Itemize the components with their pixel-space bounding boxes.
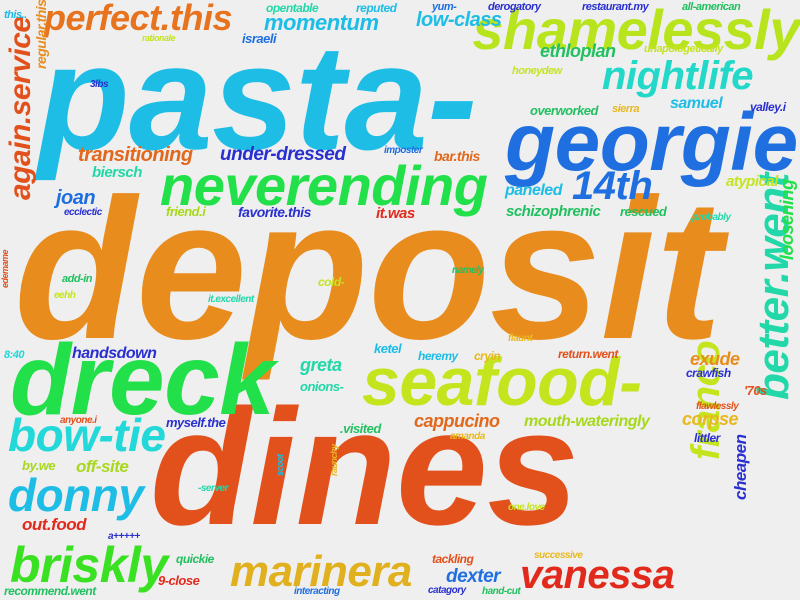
cloud-word: derogatory: [488, 1, 541, 13]
cloud-word: crawfish: [686, 366, 731, 380]
cloud-word: honeydew: [512, 65, 562, 77]
cloud-word: momentum: [264, 10, 379, 35]
cloud-word: amanda: [450, 431, 485, 442]
cloud-word: nightlife: [602, 54, 754, 98]
cloud-word: valley.i: [750, 100, 786, 114]
cloud-word: bar.this: [434, 148, 480, 164]
cloud-word: dexter: [446, 566, 501, 587]
cloud-word: '70s: [744, 383, 767, 398]
cloud-word: friend.i: [166, 204, 206, 219]
cloud-word: atypical: [726, 173, 778, 190]
cloud-word: sierra: [612, 103, 639, 115]
cloud-word: rescued: [620, 204, 667, 219]
cloud-word: donny: [8, 469, 144, 521]
cloud-word: deposit: [14, 158, 722, 381]
cloud-word: interacting: [294, 586, 340, 597]
cloud-word: rationale: [142, 33, 176, 43]
cloud-word: .probably: [690, 212, 731, 223]
cloud-word: shamelessly: [472, 0, 800, 61]
cloud-word: off-site: [76, 457, 129, 476]
cloud-word: reputed: [356, 1, 397, 15]
cloud-word: raunchy: [329, 444, 339, 476]
cloud-word: .visited: [340, 421, 381, 436]
cloud-word: schizophrenic: [506, 203, 601, 220]
cloud-word: ecclectic: [64, 207, 102, 218]
cloud-word: handsdown: [72, 345, 157, 362]
cloud-word: dines: [150, 375, 579, 559]
cloud-word: catagory: [428, 585, 466, 596]
cloud-word: unapologetically: [644, 43, 723, 55]
cloud-word: samuel: [670, 95, 723, 112]
cloud-word: neverending: [160, 154, 488, 217]
cloud-word: seafood-: [362, 344, 642, 420]
cloud-word: it.was: [376, 205, 415, 222]
cloud-word: marinera: [230, 547, 412, 596]
cloud-word: eehh: [54, 290, 76, 301]
cloud-word: 8:40: [4, 349, 25, 361]
cloud-word: again.service: [4, 16, 37, 200]
cloud-word: this..: [4, 9, 27, 21]
cloud-word: tackling: [432, 552, 474, 566]
cloud-word: corpse: [682, 409, 739, 429]
cloud-word: scoot: [275, 454, 285, 476]
cloud-word: transitioning: [78, 144, 193, 166]
cloud-word: regular.this: [33, 0, 49, 70]
cloud-word: exude: [690, 349, 740, 369]
cloud-word: onions-: [300, 379, 344, 394]
cloud-word: by.we: [22, 458, 56, 473]
cloud-word: overworked: [530, 103, 598, 118]
cloud-word: imposter: [384, 145, 423, 156]
cloud-word: pasta-: [38, 13, 477, 181]
cloud-word: add-in: [62, 273, 93, 285]
cloud-word: a+++++: [108, 531, 140, 542]
cloud-word: dreck: [10, 324, 275, 436]
cloud-word: mouth-wateringly: [524, 413, 650, 430]
cloud-word: littler: [694, 431, 720, 445]
cloud-word: joan: [56, 187, 96, 209]
cloud-word: one.love: [508, 502, 545, 513]
cloud-word: return.went: [558, 347, 618, 361]
cloud-word: 14th: [572, 164, 653, 208]
cloud-word: all-american: [682, 1, 741, 13]
cloud-word: 3lbs: [90, 79, 109, 90]
cloud-word: hand-cut: [482, 586, 521, 597]
cloud-word: biersch: [92, 164, 142, 181]
cloud-word: flaunt: [508, 333, 533, 344]
cloud-word: restaurant.my: [582, 1, 649, 13]
cloud-word: yum-: [432, 1, 457, 13]
cloud-word: ketel: [374, 341, 402, 356]
cloud-word: out.food: [22, 515, 86, 534]
cloud-word: ethloplan: [540, 41, 616, 61]
cloud-word: bow-tie: [8, 409, 166, 461]
cloud-word: loosening: [777, 179, 797, 261]
cloud-word: opentable: [266, 1, 319, 15]
cloud-word: georgie: [505, 97, 798, 188]
cloud-word: favorite.this: [238, 204, 311, 220]
cloud-word: myself.the: [166, 415, 226, 430]
cloud-word: recommend.went: [4, 584, 96, 598]
cloud-word: 9-close: [158, 573, 200, 588]
cloud-word: cryin: [474, 349, 501, 363]
cloud-word: vanessa: [520, 553, 675, 597]
cloud-word: briskly: [10, 537, 168, 593]
cloud-word: edemame: [0, 249, 10, 288]
cloud-word: cold-: [318, 275, 345, 289]
cloud-word: cappucino: [414, 411, 500, 431]
cloud-word: successive: [534, 550, 583, 561]
cloud-word: greta: [300, 355, 342, 375]
cloud-word: paneled: [505, 182, 562, 199]
cloud-word: cheapen: [731, 434, 750, 500]
cloud-word: low-class: [416, 9, 502, 31]
cloud-word: heremy: [418, 349, 458, 363]
cloud-word: perfect.this: [44, 0, 233, 38]
cloud-word: under-dressed: [220, 144, 346, 165]
cloud-word: israeli: [242, 31, 277, 46]
cloud-word: quickie: [176, 552, 214, 566]
cloud-word: flawlessly: [696, 401, 739, 412]
cloud-word: anyone.i: [60, 415, 97, 426]
cloud-word: -server: [198, 483, 228, 494]
cloud-word: it.excellent: [208, 294, 254, 305]
cloud-word: namely: [452, 265, 484, 276]
